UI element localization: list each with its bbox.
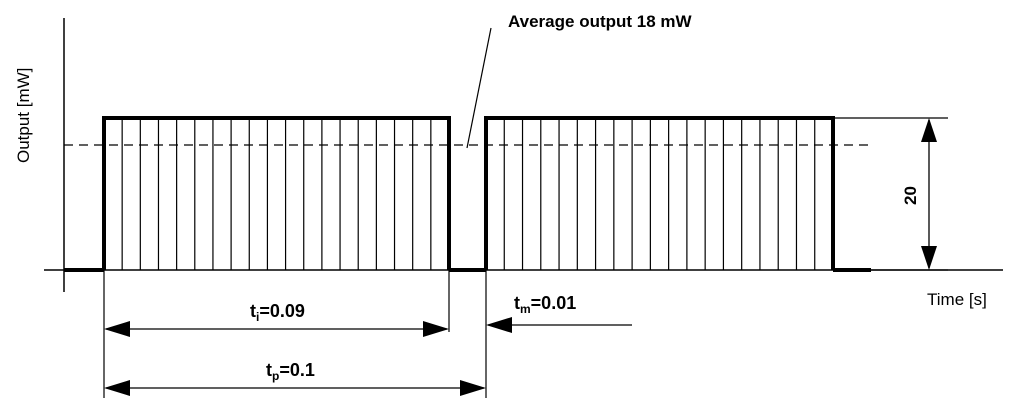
y-axis-label: Output [mW] bbox=[14, 68, 33, 163]
pulse-2-stripes bbox=[503, 120, 816, 270]
ti-arrow-left bbox=[104, 321, 130, 337]
pulse-1-stripes bbox=[121, 120, 432, 270]
tp-arrow-left bbox=[104, 380, 130, 396]
average-leader-line bbox=[466, 27, 492, 149]
average-label: Average output 18 mW bbox=[508, 12, 693, 31]
tm-label: tm=0.01 bbox=[514, 293, 576, 316]
amplitude-label: 20 bbox=[901, 186, 920, 205]
pulse-1 bbox=[102, 116, 451, 270]
tp-arrow-right bbox=[460, 380, 486, 396]
ti-arrow-right bbox=[423, 321, 449, 337]
tm-arrow bbox=[486, 317, 512, 333]
pulse-2 bbox=[484, 116, 835, 270]
amplitude-arrow-bottom bbox=[921, 246, 937, 270]
ti-label: ti=0.09 bbox=[250, 301, 305, 324]
tp-label: tp=0.1 bbox=[266, 360, 315, 383]
amplitude-arrow-top bbox=[921, 118, 937, 142]
x-axis-label: Time [s] bbox=[927, 290, 987, 309]
